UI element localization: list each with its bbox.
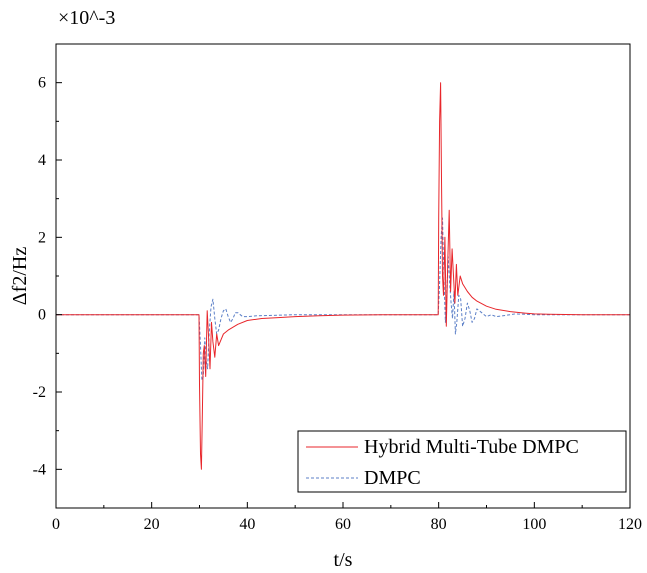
x-tick-label: 20: [144, 516, 160, 533]
x-tick-label: 120: [618, 516, 642, 533]
y-tick-label: 2: [38, 229, 46, 246]
y-tick-label: 0: [38, 307, 46, 324]
series-line-hybrid-multi-tube-dmpc: [56, 82, 630, 470]
y-tick-label: -4: [33, 461, 46, 478]
y-axis-multiplier: ×10^-3: [58, 7, 115, 29]
legend-box: [297, 430, 627, 493]
x-tick-label: 40: [239, 516, 255, 533]
y-tick-label: 6: [38, 75, 46, 92]
series-layer: [56, 82, 630, 470]
x-tick-label: 60: [335, 516, 351, 533]
y-tick-label: 4: [38, 152, 46, 169]
legend-label-hybrid: Hybrid Multi-Tube DMPC: [364, 436, 579, 458]
x-tick-label: 80: [431, 516, 447, 533]
series-line-dmpc: [56, 217, 630, 381]
x-tick-label: 0: [52, 516, 60, 533]
legend-label-dmpc: DMPC: [364, 467, 421, 489]
legend: Hybrid Multi-Tube DMPC DMPC: [297, 430, 627, 493]
ticks-layer: 0 20 40 60 80 100 120 -4 -2 0 2 4 6: [33, 43, 642, 533]
x-tick-label: 100: [522, 516, 546, 533]
y-axis-label: Δf2/Hz: [9, 247, 31, 306]
y-tick-label: -2: [33, 384, 46, 401]
x-axis-label: t/s: [334, 549, 353, 571]
